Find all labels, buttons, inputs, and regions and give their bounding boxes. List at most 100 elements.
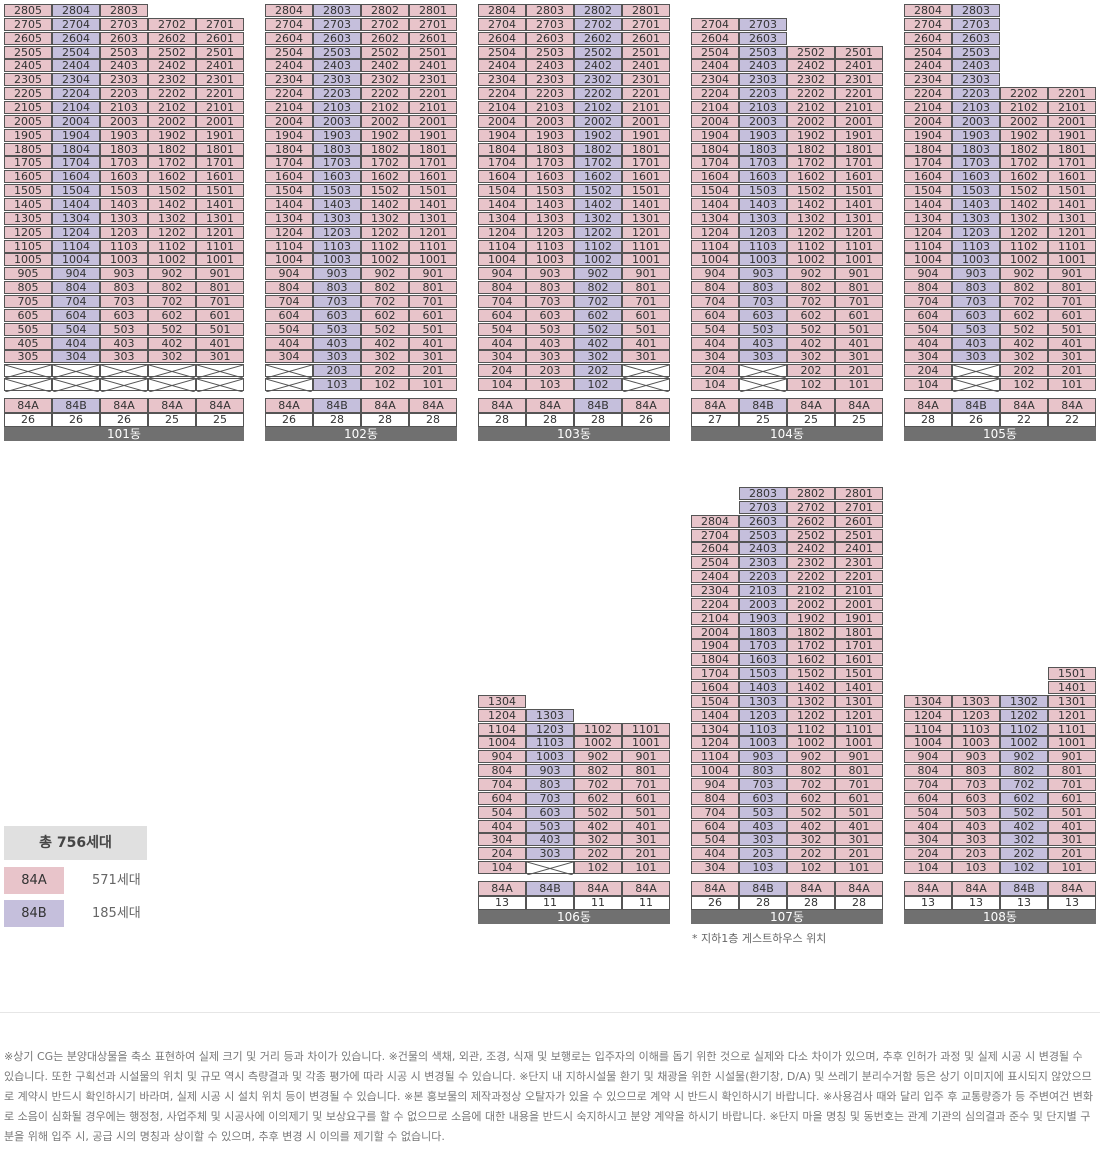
unit-cell: 1302 bbox=[361, 211, 409, 225]
unit-cell: 2204 bbox=[52, 87, 100, 101]
unit-cell: 1801 bbox=[409, 142, 457, 156]
unit-type-label: 84A bbox=[4, 398, 52, 413]
unit-cell: 703 bbox=[952, 777, 1000, 791]
unit-cell: 1201 bbox=[196, 225, 244, 239]
unit-cell: 2401 bbox=[196, 59, 244, 73]
unit-cell: 603 bbox=[100, 308, 148, 322]
unit-cell: 2204 bbox=[904, 87, 952, 101]
unit-cell: 1903 bbox=[739, 128, 787, 142]
unit-cell: 1502 bbox=[361, 184, 409, 198]
unit-cell: 1504 bbox=[478, 184, 526, 198]
unit-cell: 401 bbox=[1048, 336, 1096, 350]
unit-cell: 1303 bbox=[313, 211, 361, 225]
unit-type-label: 84A bbox=[196, 398, 244, 413]
unit-cell: 2303 bbox=[739, 73, 787, 87]
unit-count: 22 bbox=[1000, 413, 1048, 427]
unit-cell: 2302 bbox=[574, 73, 622, 87]
unit-cell: 2401 bbox=[409, 59, 457, 73]
unit-cell: 604 bbox=[691, 308, 739, 322]
unit-cell: 2305 bbox=[4, 73, 52, 87]
unit-cell: 1704 bbox=[904, 156, 952, 170]
unit-cell: 1804 bbox=[265, 142, 313, 156]
unit-cell: 503 bbox=[739, 805, 787, 819]
unit-cell: 304 bbox=[691, 861, 739, 875]
unit-cell: 1702 bbox=[1000, 156, 1048, 170]
unit-cell: 1301 bbox=[622, 211, 670, 225]
unit-cell: 503 bbox=[952, 322, 1000, 336]
unit-cell: 2104 bbox=[691, 100, 739, 114]
unit-cell: 2603 bbox=[739, 514, 787, 528]
unit-cell: 1701 bbox=[409, 156, 457, 170]
unit-cell: 1201 bbox=[409, 225, 457, 239]
empty-unit bbox=[52, 378, 100, 393]
unit-cell: 2705 bbox=[4, 17, 52, 31]
unit-cell: 2801 bbox=[622, 3, 670, 17]
unit-cell: 404 bbox=[478, 336, 526, 350]
unit-type-label: 84A bbox=[478, 881, 526, 896]
unit-cell: 603 bbox=[739, 791, 787, 805]
unit-cell: 904 bbox=[52, 267, 100, 281]
unit-cell: 1901 bbox=[835, 128, 883, 142]
unit-type-label: 84B bbox=[739, 881, 787, 896]
unit-cell: 1101 bbox=[835, 239, 883, 253]
unit-cell: 402 bbox=[361, 336, 409, 350]
unit-cell: 402 bbox=[574, 819, 622, 833]
unit-cell: 302 bbox=[148, 350, 196, 364]
unit-cell: 1203 bbox=[739, 225, 787, 239]
unit-cell: 2204 bbox=[265, 87, 313, 101]
unit-cell: 2002 bbox=[787, 114, 835, 128]
unit-cell: 601 bbox=[622, 791, 670, 805]
unit-cell: 1802 bbox=[361, 142, 409, 156]
unit-cell: 903 bbox=[100, 267, 148, 281]
empty-unit bbox=[52, 364, 100, 379]
unit-cell: 104 bbox=[478, 378, 526, 392]
unit-cell: 901 bbox=[835, 750, 883, 764]
unit-cell: 1101 bbox=[835, 722, 883, 736]
unit-cell: 2004 bbox=[691, 114, 739, 128]
unit-cell: 301 bbox=[622, 350, 670, 364]
unit-cell: 2104 bbox=[265, 100, 313, 114]
unit-cell: 1103 bbox=[526, 736, 574, 750]
unit-cell: 802 bbox=[361, 281, 409, 295]
unit-cell: 1601 bbox=[409, 170, 457, 184]
unit-cell: 1303 bbox=[526, 708, 574, 722]
unit-cell: 1205 bbox=[4, 225, 52, 239]
unit-cell: 2301 bbox=[622, 73, 670, 87]
unit-cell: 2001 bbox=[409, 114, 457, 128]
unit-cell: 702 bbox=[1000, 294, 1048, 308]
unit-cell: 1804 bbox=[904, 142, 952, 156]
unit-cell: 1001 bbox=[835, 253, 883, 267]
empty-unit bbox=[952, 378, 1000, 393]
unit-cell: 404 bbox=[691, 847, 739, 861]
unit-cell: 104 bbox=[904, 378, 952, 392]
unit-type-label: 84A bbox=[622, 398, 670, 413]
unit-cell: 2804 bbox=[265, 3, 313, 17]
unit-cell: 701 bbox=[1048, 777, 1096, 791]
unit-cell: 2403 bbox=[526, 59, 574, 73]
unit-cell: 1402 bbox=[148, 197, 196, 211]
unit-cell: 701 bbox=[835, 294, 883, 308]
unit-cell: 1004 bbox=[904, 736, 952, 750]
unit-cell: 204 bbox=[691, 364, 739, 378]
unit-cell: 1103 bbox=[100, 239, 148, 253]
unit-cell: 2201 bbox=[622, 87, 670, 101]
unit-cell: 1302 bbox=[1000, 694, 1048, 708]
unit-cell: 1004 bbox=[691, 253, 739, 267]
unit-cell: 1501 bbox=[835, 184, 883, 198]
unit-cell: 1402 bbox=[1000, 197, 1048, 211]
unit-type-label: 84A bbox=[574, 881, 622, 896]
unit-cell: 1503 bbox=[739, 667, 787, 681]
unit-cell: 1502 bbox=[787, 667, 835, 681]
unit-cell: 1704 bbox=[691, 156, 739, 170]
unit-cell: 1602 bbox=[148, 170, 196, 184]
unit-cell: 1803 bbox=[952, 142, 1000, 156]
unit-cell: 302 bbox=[787, 350, 835, 364]
unit-cell: 1401 bbox=[409, 197, 457, 211]
empty-unit bbox=[526, 861, 574, 876]
unit-cell: 1002 bbox=[787, 736, 835, 750]
unit-cell: 1002 bbox=[1000, 253, 1048, 267]
unit-type-label: 84B bbox=[526, 881, 574, 896]
unit-cell: 2404 bbox=[478, 59, 526, 73]
unit-cell: 202 bbox=[361, 364, 409, 378]
unit-cell: 603 bbox=[739, 308, 787, 322]
